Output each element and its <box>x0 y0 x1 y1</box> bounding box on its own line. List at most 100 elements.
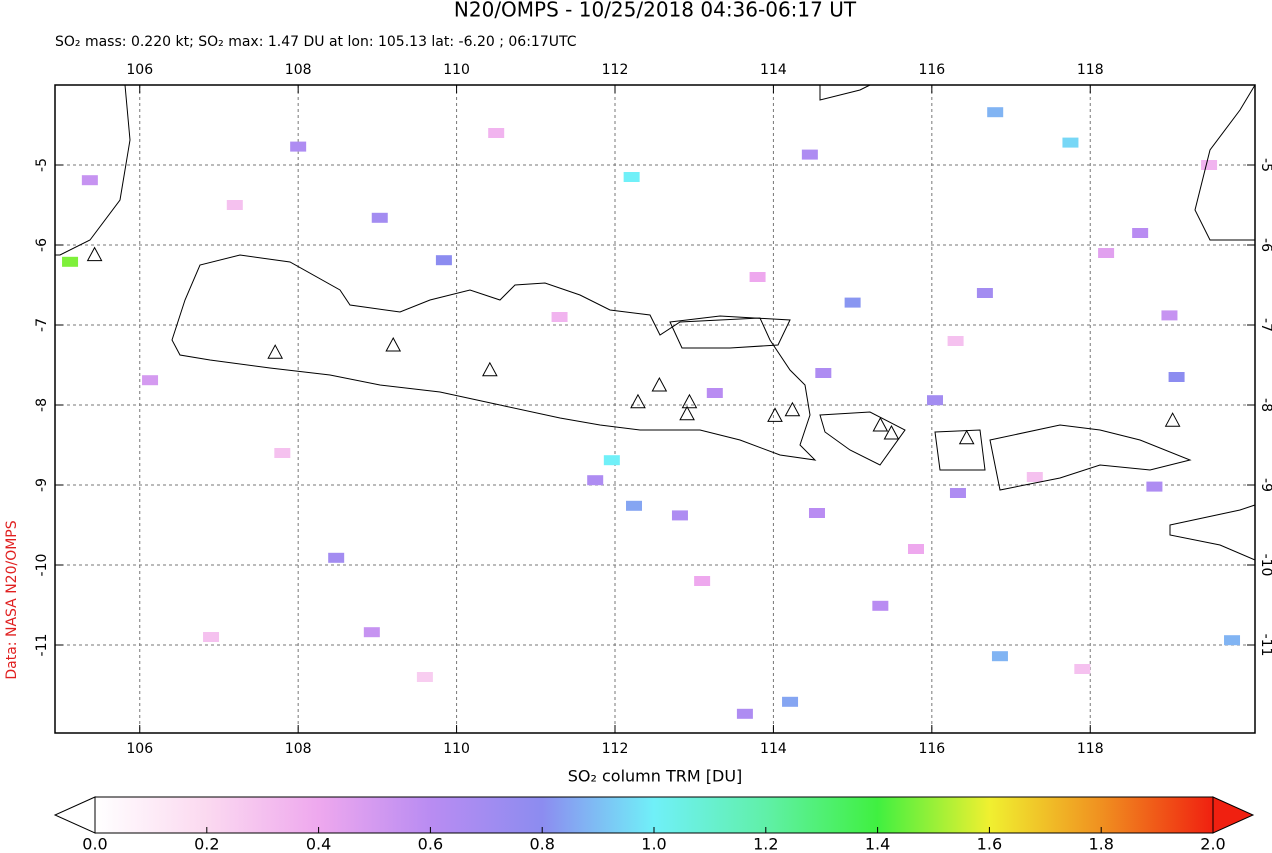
colorbar-tick-label: 1.8 <box>1088 835 1113 853</box>
colorbar-label: SO₂ column TRM [DU] <box>568 767 743 786</box>
plot-area <box>55 85 1255 733</box>
so2-pixel <box>488 128 505 138</box>
so2-pixel <box>371 212 388 223</box>
colorbar: 0.0 0.2 0.4 0.6 0.8 1.0 1.2 1.4 1.6 1.8 2.0 <box>53 796 1255 853</box>
volcano-marker <box>482 361 498 377</box>
so2-pixel <box>844 297 861 308</box>
subtitle: SO₂ mass: 0.220 kt; SO₂ max: 1.47 DU at … <box>55 34 577 50</box>
volcano-marker <box>958 429 975 445</box>
y-tick-label-right: -7 <box>1258 318 1272 332</box>
colorbar-low-end <box>53 796 96 834</box>
so2-pixel <box>1026 472 1043 482</box>
so2-pixel <box>603 455 620 466</box>
so2-pixel <box>626 500 643 511</box>
x-tick-label-top: 110 <box>443 62 470 78</box>
y-tick-label-left: -7 <box>34 318 50 332</box>
so2-pixel <box>749 272 766 282</box>
so2-pixel <box>815 368 832 378</box>
so2-pixel <box>991 651 1008 662</box>
volcano-marker <box>651 376 668 392</box>
coastline-java <box>171 254 817 461</box>
so2-pixel <box>274 448 291 458</box>
so2-pixel <box>949 488 966 498</box>
so2-pixel <box>801 149 818 160</box>
volcano-marker <box>1164 412 1181 427</box>
x-tick-label-bottom: 114 <box>760 741 787 757</box>
volcano-marker <box>872 416 889 432</box>
so2-pixel <box>62 256 79 267</box>
so2-pixel <box>81 175 98 186</box>
so2-pixel <box>1098 248 1115 258</box>
x-tick-label-top: 116 <box>918 62 945 78</box>
so2-pixel <box>435 255 452 266</box>
source-note: Data: NASA N20/OMPS <box>4 520 20 679</box>
coastlines <box>55 84 1256 561</box>
so2-pixel <box>328 552 345 563</box>
volcano-marker <box>385 336 402 352</box>
colorbar-tick-label: 0.0 <box>82 835 107 853</box>
so2-pixel <box>1146 481 1163 492</box>
volcano-marker <box>784 401 801 417</box>
so2-pixel <box>907 544 924 554</box>
x-tick-label-top: 106 <box>126 62 153 78</box>
so2-pixel <box>1062 137 1079 148</box>
x-tick-label-top: 108 <box>285 62 312 78</box>
plot-frame <box>54 84 1256 734</box>
y-tick-label-right: -6 <box>1258 238 1272 252</box>
so2-pixel <box>947 336 964 346</box>
y-tick-label-left: -8 <box>34 398 50 412</box>
so2-pixel <box>623 172 640 182</box>
colorbar-tick-label: 1.2 <box>753 835 778 853</box>
x-tick-label-bottom: 118 <box>1077 741 1104 757</box>
so2-pixel <box>142 375 159 386</box>
colorbar-tick-label: 0.4 <box>306 835 331 853</box>
volcano-marker <box>86 246 103 262</box>
so2-pixel <box>671 510 688 521</box>
colorbar-tick-label: 1.4 <box>865 835 890 853</box>
volcano-marker <box>630 393 646 409</box>
x-tick-label-bottom: 110 <box>443 741 470 757</box>
volcano-marker <box>679 405 695 421</box>
so2-pixel <box>694 576 711 586</box>
coastline-sumba <box>1169 504 1256 561</box>
coastline-kalimantan <box>819 84 871 101</box>
y-tick-label-left: -10 <box>34 554 50 577</box>
so2-pixel <box>872 600 889 611</box>
x-tick-label-top: 112 <box>602 62 629 78</box>
x-tick-label-top: 118 <box>1077 62 1104 78</box>
x-tick-label-bottom: 106 <box>126 741 153 757</box>
so2-pixel <box>290 141 307 152</box>
so2-pixel <box>976 288 993 298</box>
x-tick-label-top: 114 <box>760 62 787 78</box>
so2-pixel <box>203 632 220 642</box>
colorbar-tick-label: 2.0 <box>1200 835 1225 853</box>
colorbar-tick-label: 0.2 <box>194 835 219 853</box>
volcano-marker <box>883 424 900 440</box>
colorbar-tick-label: 0.8 <box>529 835 554 853</box>
coastline-lombok <box>934 429 986 471</box>
y-tick-label-right: -5 <box>1258 158 1272 172</box>
y-tick-label-left: -11 <box>34 634 50 657</box>
so2-pixel <box>1161 310 1178 321</box>
so2-pixel <box>1168 372 1185 382</box>
so2-pixel <box>1132 228 1149 238</box>
so2-pixel <box>551 312 568 322</box>
volcano-marker <box>681 393 698 409</box>
coastline-madura <box>669 315 791 349</box>
y-tick-label-left: -5 <box>34 158 50 172</box>
coastline-sumatra <box>55 84 131 256</box>
so2-pixel <box>587 475 604 486</box>
x-tick-label-bottom: 112 <box>602 741 629 757</box>
y-tick-label-right: -8 <box>1258 398 1272 412</box>
volcano-marker <box>267 344 284 359</box>
volcano-marker <box>767 407 783 422</box>
so2-pixel <box>1201 160 1218 170</box>
so2-pixel <box>736 708 753 719</box>
y-tick-label-left: -9 <box>34 478 50 492</box>
x-tick-label-bottom: 116 <box>918 741 945 757</box>
coastline-bali <box>819 411 906 466</box>
so2-pixel <box>987 107 1004 118</box>
colorbar-tick-label: 1.6 <box>977 835 1002 853</box>
x-tick-label-bottom: 108 <box>285 741 312 757</box>
